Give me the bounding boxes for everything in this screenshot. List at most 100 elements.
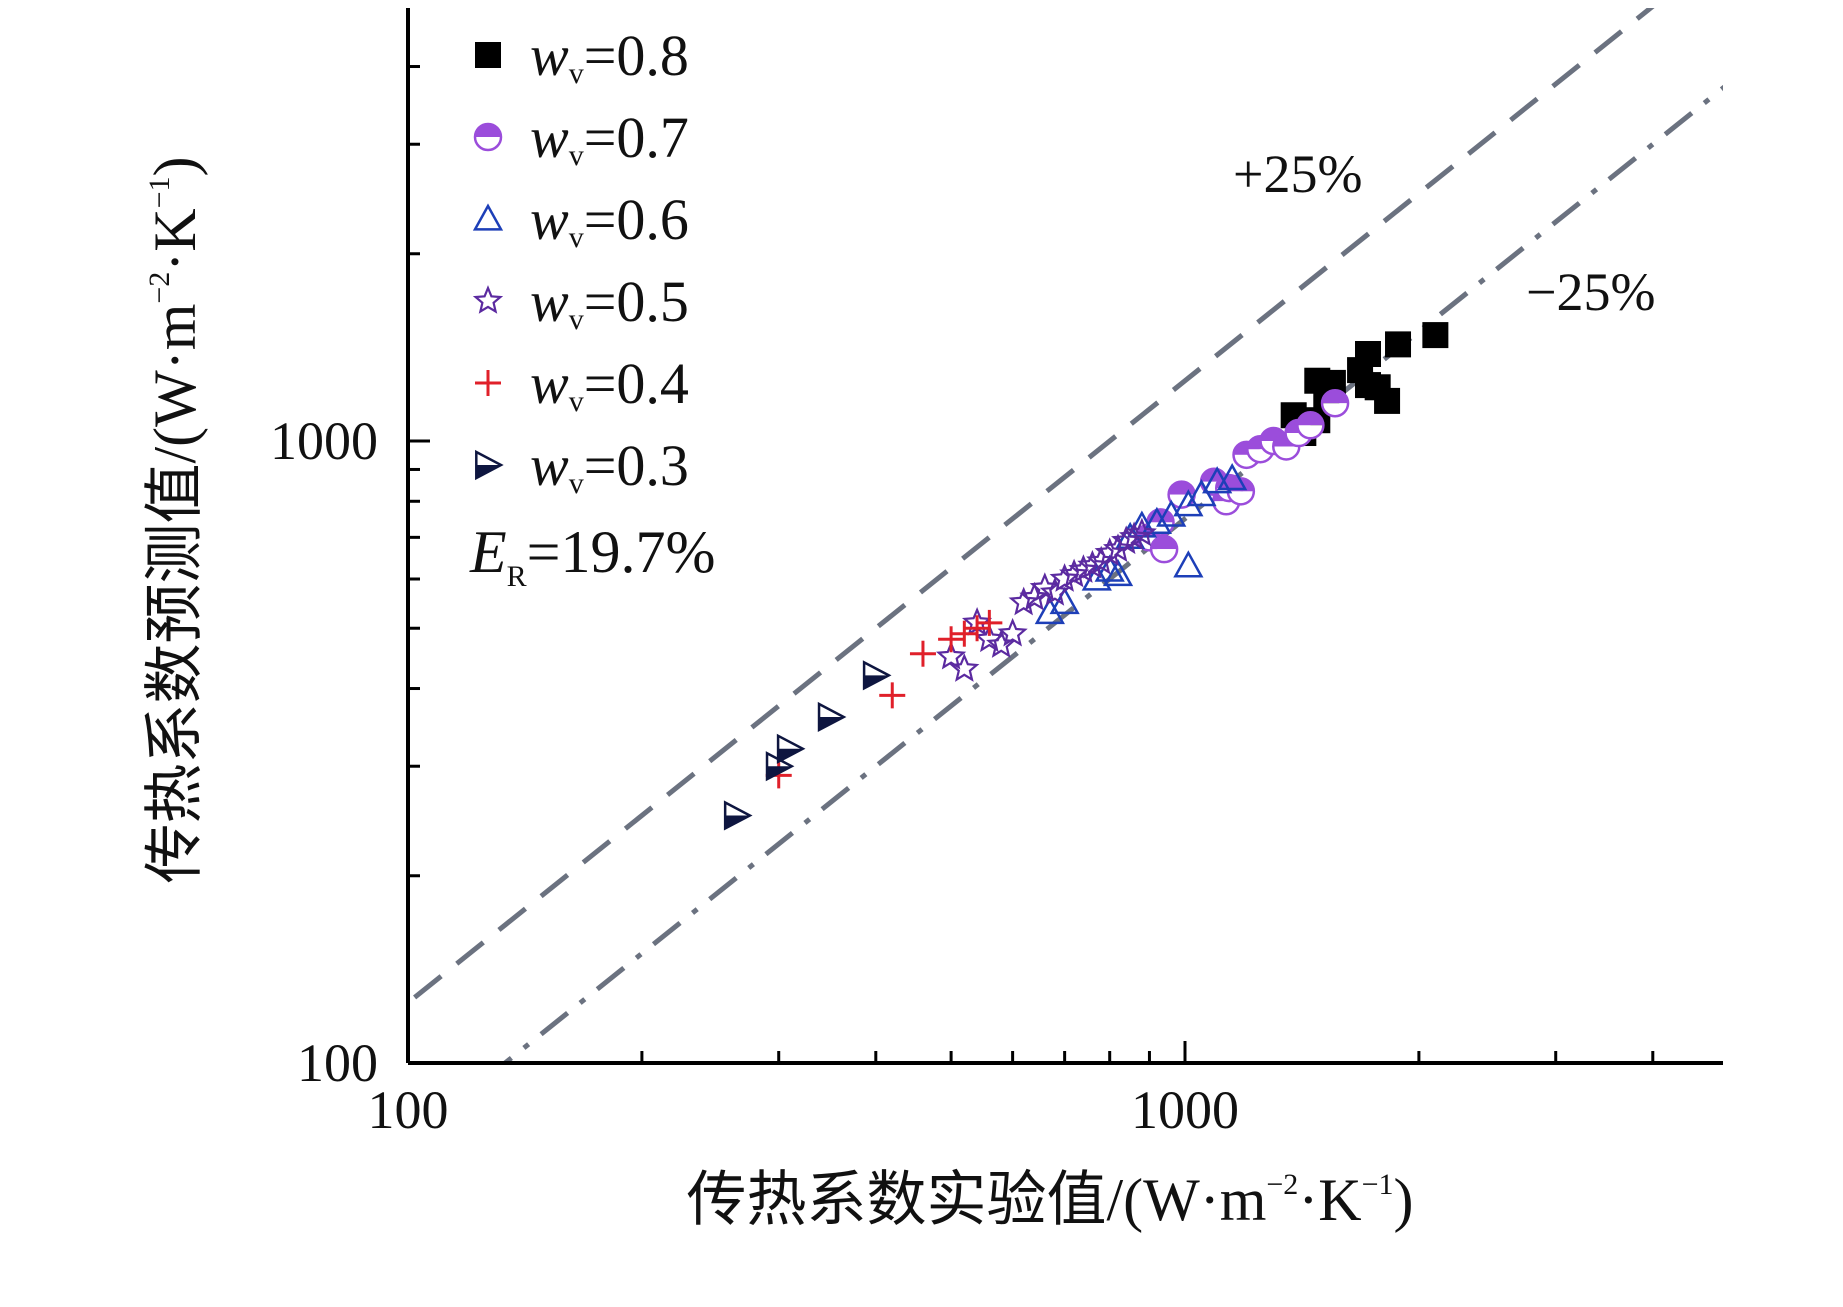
reference-lines	[408, 8, 1723, 1063]
legend-var-sub: v	[569, 221, 584, 254]
data-point	[1320, 388, 1350, 418]
data-point	[776, 733, 806, 764]
legend-value: =0.6	[584, 187, 689, 252]
data-point	[862, 660, 892, 691]
data-point	[1126, 517, 1157, 547]
legend-label: wv=0.5	[530, 269, 689, 336]
x-axis-title-main: 传热系数实验值/(W·m	[686, 1167, 1266, 1233]
series-half-circle	[1135, 388, 1350, 564]
legend-item: wv=0.5	[472, 269, 689, 336]
minus-25-label: −25%	[1526, 262, 1655, 322]
legend-item: wv=0.3	[475, 433, 689, 500]
error-annotation-symbol: E	[469, 519, 507, 585]
data-point	[1355, 340, 1382, 367]
data-point	[1102, 558, 1134, 587]
plus-25-label: +25%	[1233, 144, 1362, 204]
data-point	[1029, 572, 1060, 602]
legend-var: w	[530, 433, 569, 498]
data-point	[1304, 367, 1331, 394]
legend-marker	[475, 370, 501, 396]
y-axis-title-exp1: −2	[143, 272, 176, 304]
legend-item: wv=0.7	[473, 105, 689, 172]
legend-label: wv=0.4	[530, 351, 689, 418]
legend-label: wv=0.7	[530, 105, 689, 172]
tick-labels: 100 1000 100 1000	[270, 411, 1239, 1140]
data-point	[1141, 506, 1172, 534]
legend-var-sub: v	[569, 467, 584, 500]
data-point	[1149, 534, 1179, 564]
y-axis-title: 传热系数预测值/(W·m−2·K−1)	[142, 156, 208, 883]
y-axis-title-exp2: −1	[143, 176, 176, 208]
legend-var-sub: v	[569, 57, 584, 90]
legend-var: w	[530, 105, 569, 170]
legend-var: w	[530, 23, 569, 88]
data-point	[1173, 550, 1204, 578]
data-point	[817, 701, 847, 733]
x-axis-title-exp2: −1	[1362, 1168, 1394, 1201]
data-point	[1039, 576, 1070, 606]
y-tick-label: 100	[297, 1033, 378, 1093]
legend-var-sub: v	[569, 385, 584, 418]
legend: wv=0.8wv=0.7wv=0.6wv=0.5wv=0.4wv=0.3	[472, 23, 689, 500]
data-point	[1008, 586, 1039, 616]
plus-25-line	[408, 8, 1655, 1006]
data-point	[1034, 596, 1065, 625]
data-point	[909, 640, 936, 667]
legend-item: wv=0.6	[472, 187, 689, 254]
data-point	[1296, 411, 1325, 440]
x-axis-title-exp1: −2	[1266, 1168, 1298, 1201]
data-point	[1049, 563, 1080, 592]
data-point	[1068, 554, 1099, 583]
x-axis-title: 传热系数实验值/(W·m−2·K−1)	[686, 1167, 1413, 1233]
data-point	[1173, 489, 1204, 517]
y-tick-label: 1000	[270, 411, 378, 471]
axes	[406, 8, 1723, 1065]
legend-value: =0.3	[584, 433, 689, 498]
data-point	[1422, 322, 1449, 349]
legend-var: w	[530, 351, 569, 416]
legend-var-sub: v	[569, 139, 584, 172]
legend-value: =0.5	[584, 269, 689, 334]
data-point	[938, 626, 965, 653]
data-point	[949, 653, 980, 682]
data-series	[723, 322, 1449, 831]
legend-var: w	[530, 269, 569, 334]
data-point	[935, 640, 967, 670]
data-point	[964, 615, 991, 642]
x-axis-title-mid: ·K	[1298, 1167, 1361, 1233]
series-half-triangle	[723, 660, 892, 831]
data-point	[1374, 387, 1401, 414]
data-point	[997, 617, 1028, 647]
legend-marker	[472, 285, 504, 314]
x-axis-title-end: )	[1394, 1167, 1414, 1233]
data-point	[1059, 558, 1090, 588]
legend-item: wv=0.8	[475, 23, 689, 90]
error-annotation-value: =19.7%	[527, 519, 716, 585]
y-axis-title-main: 传热系数预测值/(W·m	[142, 304, 208, 884]
legend-label: wv=0.3	[530, 433, 689, 500]
legend-marker	[475, 449, 504, 481]
data-point	[951, 620, 978, 647]
data-point	[723, 800, 753, 831]
data-point	[1385, 331, 1412, 358]
error-annotation-sub: R	[507, 560, 527, 593]
legend-marker	[475, 42, 501, 68]
data-point	[1217, 463, 1248, 491]
series-star	[935, 517, 1157, 682]
legend-var: w	[530, 187, 569, 252]
legend-marker	[472, 203, 504, 231]
legend-value: =0.7	[584, 105, 689, 170]
minus-25-line	[501, 84, 1723, 1063]
legend-label: wv=0.6	[530, 187, 689, 254]
legend-item: wv=0.4	[475, 351, 689, 418]
legend-var-sub: v	[569, 303, 584, 336]
x-tick-label: 100	[368, 1080, 449, 1140]
legend-value: =0.4	[584, 351, 689, 416]
legend-value: =0.8	[584, 23, 689, 88]
y-axis-title-end: )	[142, 156, 208, 176]
legend-label: wv=0.8	[530, 23, 689, 90]
y-axis-title-mid: ·K	[142, 208, 208, 271]
error-annotation: ER=19.7%	[469, 519, 716, 593]
x-tick-label: 1000	[1131, 1080, 1239, 1140]
